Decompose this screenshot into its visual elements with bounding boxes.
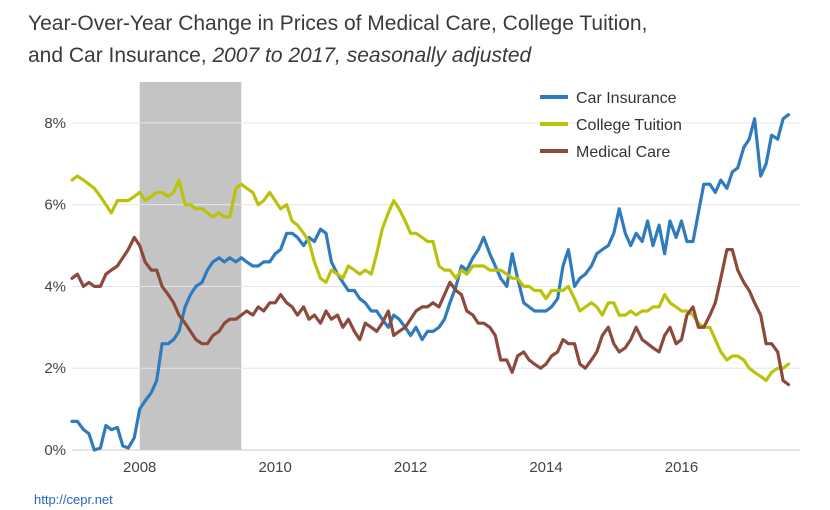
y-tick-label: 6% (44, 197, 66, 214)
shaded-region (139, 82, 242, 450)
title-line-1: Year-Over-Year Change in Prices of Medic… (28, 12, 648, 35)
series-line-medical-care (70, 235, 791, 387)
x-tick-label: 2016 (665, 459, 698, 476)
source-link[interactable]: http://cepr.net (34, 492, 113, 507)
series-layer (70, 113, 791, 452)
title-line-2-plain: and Car Insurance, (28, 44, 213, 67)
legend-label: Car Insurance (576, 90, 677, 107)
x-tick-label: 2010 (258, 459, 291, 476)
tick-label-layer: 0% 2% 4% 6% 8% 2008 2010 2012 2014 2016 (44, 115, 698, 476)
legend: Car Insurance College Tuition Medical Care (540, 90, 682, 161)
y-tick-label: 0% (44, 442, 66, 459)
x-tick-label: 2008 (123, 459, 156, 476)
title-line-2-italic: 2007 to 2017, seasonally adjusted (212, 44, 532, 67)
series-line-car-insurance (70, 113, 791, 452)
y-tick-label: 4% (44, 278, 66, 295)
x-tick-label: 2014 (529, 459, 562, 476)
legend-label: Medical Care (576, 144, 670, 161)
gridline-layer (72, 122, 800, 451)
y-tick-label: 8% (44, 115, 66, 132)
y-tick-label: 2% (44, 360, 66, 377)
shaded-region-layer (139, 82, 242, 450)
legend-label: College Tuition (576, 117, 682, 134)
x-tick-label: 2012 (394, 459, 427, 476)
series-line-college-tuition (70, 174, 791, 383)
chart-title: Year-Over-Year Change in Prices of Medic… (28, 8, 808, 72)
line-chart: 0% 2% 4% 6% 8% 2008 2010 2012 2014 2016 Car Insur… (44, 82, 800, 476)
title-line-2: and Car Insurance, 2007 to 2017, seasona… (28, 40, 808, 72)
